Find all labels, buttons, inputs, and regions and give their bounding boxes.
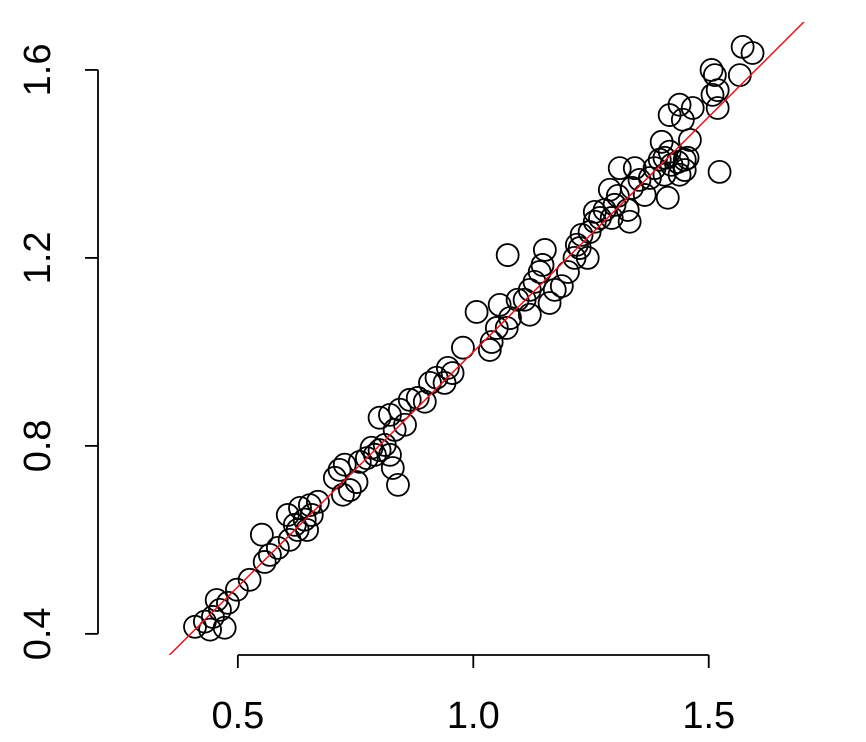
data-point xyxy=(505,287,530,312)
data-point xyxy=(198,617,222,642)
data-point xyxy=(332,452,357,477)
data-point xyxy=(622,156,647,181)
data-point xyxy=(285,518,310,542)
data-point xyxy=(549,274,574,299)
data-point xyxy=(617,209,642,234)
data-point xyxy=(537,291,562,315)
x-tick-label: 0.5 xyxy=(211,695,264,737)
data-point xyxy=(225,577,249,602)
data-point xyxy=(435,355,460,380)
data-point xyxy=(597,177,622,202)
data-point xyxy=(675,145,700,170)
data-point xyxy=(740,41,765,65)
data-point xyxy=(208,597,232,622)
x-tick-label: 1.5 xyxy=(682,695,735,737)
data-point xyxy=(249,522,274,547)
data-point xyxy=(667,162,692,187)
data-point xyxy=(672,158,697,182)
plot-area xyxy=(168,22,805,655)
data-point xyxy=(727,63,752,88)
data-point xyxy=(257,543,282,567)
data-point xyxy=(632,183,657,207)
data-point xyxy=(477,338,502,362)
data-point xyxy=(330,482,355,507)
data-point xyxy=(702,63,727,88)
identity-line xyxy=(168,22,805,655)
data-point xyxy=(418,371,442,395)
data-point xyxy=(432,371,457,395)
data-point xyxy=(295,518,319,542)
data-point xyxy=(705,78,730,103)
data-point xyxy=(607,156,632,181)
data-point xyxy=(237,567,262,592)
data-point xyxy=(532,238,557,262)
data-point xyxy=(517,302,542,327)
axes: 0.5 1.0 1.5 0.4 0.8 1.2 1.6 xyxy=(17,44,735,737)
data-point xyxy=(680,96,705,120)
y-tick-label: 0.4 xyxy=(17,607,59,660)
data-point xyxy=(265,535,290,560)
data-point xyxy=(464,300,489,324)
data-point xyxy=(556,260,580,284)
data-point xyxy=(620,175,644,200)
data-point xyxy=(599,206,624,230)
data-point xyxy=(649,129,674,154)
data-point xyxy=(344,470,369,494)
data-point xyxy=(378,442,402,467)
data-point xyxy=(440,361,465,385)
y-tick-label: 1.2 xyxy=(17,231,59,284)
data-point xyxy=(495,243,520,267)
data-point xyxy=(677,128,702,152)
data-point xyxy=(575,246,600,270)
data-point xyxy=(484,316,509,340)
data-point xyxy=(655,185,680,210)
data-point xyxy=(530,253,555,277)
data-point xyxy=(327,457,352,482)
data-point xyxy=(306,489,330,514)
data-point xyxy=(252,550,277,574)
y-tick-label: 1.6 xyxy=(17,44,59,97)
data-point xyxy=(299,503,324,527)
data-point xyxy=(380,456,405,480)
data-point xyxy=(204,588,229,612)
x-tick-label: 1.0 xyxy=(447,695,500,737)
data-point xyxy=(627,167,652,192)
data-point xyxy=(216,590,240,615)
data-point xyxy=(451,335,475,360)
y-tick-label: 0.8 xyxy=(17,419,59,472)
data-point xyxy=(705,96,730,120)
data-point xyxy=(707,160,732,184)
data-point xyxy=(667,92,692,117)
data-point xyxy=(397,387,422,412)
data-point xyxy=(338,478,362,502)
data-point xyxy=(412,389,437,414)
data-point xyxy=(386,472,410,497)
data-point xyxy=(367,405,392,430)
data-point xyxy=(652,145,677,170)
data-point xyxy=(700,82,725,107)
data-point xyxy=(382,418,407,442)
data-point xyxy=(494,316,519,340)
data-point xyxy=(479,330,504,354)
data-point xyxy=(212,615,237,640)
